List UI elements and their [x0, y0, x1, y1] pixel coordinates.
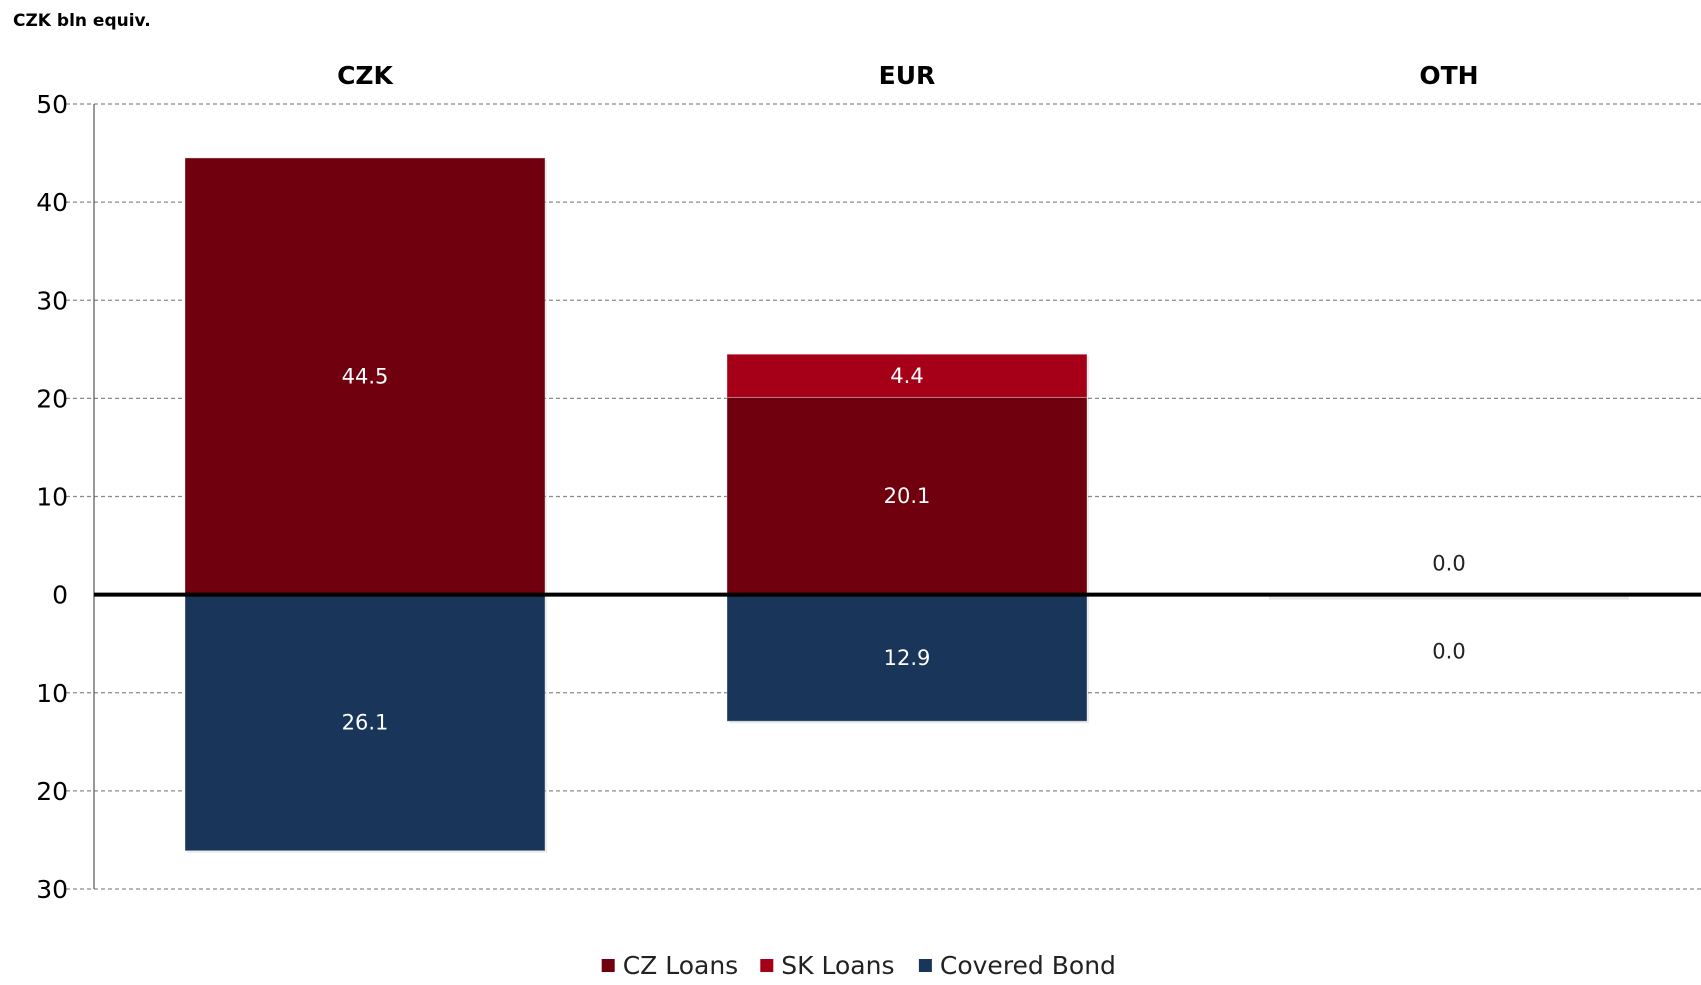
legend-label: CZ Loans: [623, 951, 739, 980]
data-label: 12.9: [884, 646, 931, 670]
data-label: 0.0: [1432, 640, 1465, 664]
data-label: 4.4: [890, 364, 923, 388]
legend-swatch: [918, 959, 932, 972]
category-header: OTH: [1419, 61, 1478, 90]
y-tick-label: 0: [52, 581, 68, 610]
bar: [184, 594, 546, 852]
y-tick-label: 40: [36, 188, 68, 217]
y-tick-label: 20: [36, 777, 68, 806]
category-header: CZK: [337, 61, 394, 90]
y-tick-label: 10: [36, 483, 68, 512]
bars: [94, 157, 1701, 853]
legend-label: Covered Bond: [940, 951, 1116, 980]
bar: [184, 157, 546, 596]
y-tick-label: 20: [36, 384, 68, 413]
category-header: EUR: [879, 61, 936, 90]
legend-label: SK Loans: [781, 951, 894, 980]
data-label: 0.0: [1432, 552, 1465, 576]
data-label: 26.1: [342, 711, 389, 735]
bar: [726, 396, 1088, 596]
legend: CZ Loans SK Loans Covered Bond: [601, 951, 1116, 980]
unit-label: CZK bln equiv.: [13, 11, 151, 31]
y-axis: 50 40 30 20 10 0 10 20 30: [36, 90, 95, 904]
y-tick-label: 30: [36, 286, 68, 315]
legend-swatch: [601, 959, 615, 972]
legend-swatch: [760, 959, 774, 972]
data-label: 20.1: [884, 484, 931, 508]
y-tick-label: 10: [36, 679, 68, 708]
bar: [726, 353, 1088, 398]
bar: [726, 594, 1088, 722]
data-label: 44.5: [342, 364, 389, 388]
y-tick-label: 50: [36, 90, 68, 119]
data-labels: 44.5 20.1 0.0 4.4 26.1 12.9 0.0: [342, 364, 1466, 735]
y-tick-label: 30: [36, 875, 68, 904]
category-headers: CZK EUR OTH: [337, 61, 1479, 90]
